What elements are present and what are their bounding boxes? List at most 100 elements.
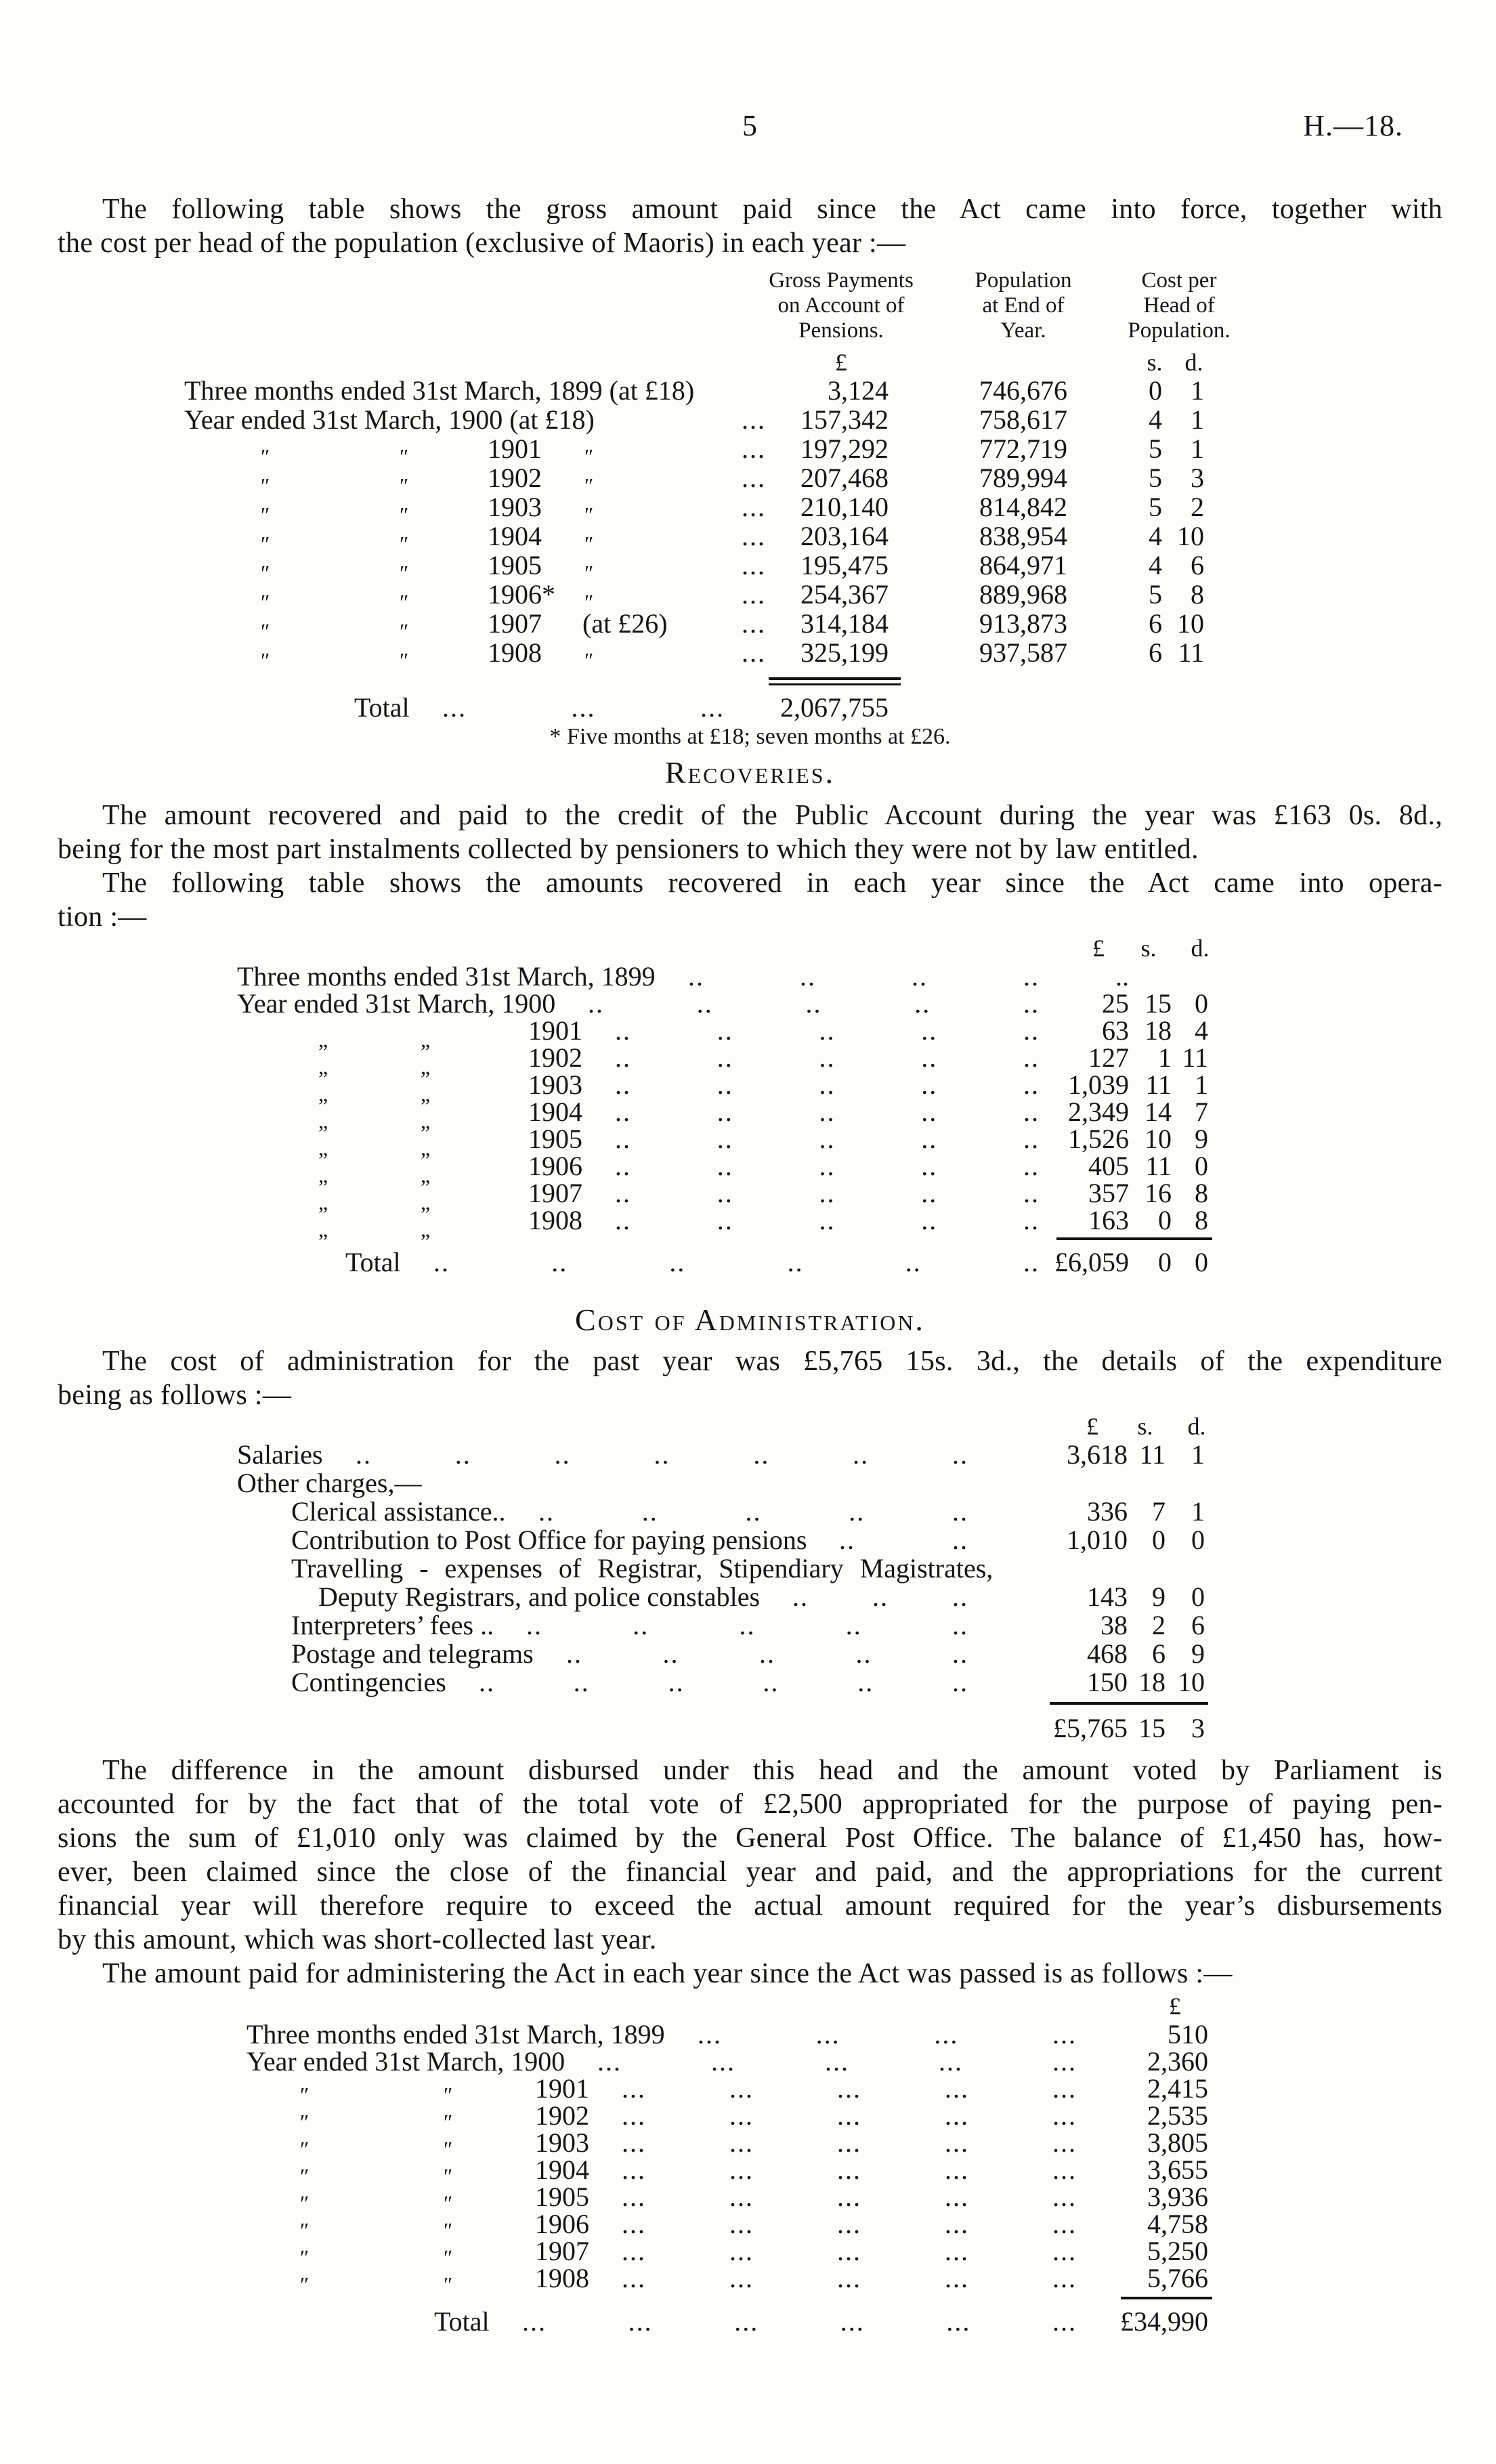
ditto-mark: „ xyxy=(421,1109,431,1133)
pence-value: 1 xyxy=(1191,1496,1205,1527)
shillings-value: 5 xyxy=(1149,492,1162,522)
pound-symbol: £ xyxy=(1086,1413,1098,1440)
shillings-value: 0 xyxy=(1158,1205,1172,1235)
header-line: Pensions. xyxy=(798,318,884,343)
dot-leader: .............. xyxy=(356,1441,968,1469)
pence-value: 1 xyxy=(1191,375,1204,406)
payments-table-header: Gross Payments on Account of Pensions. P… xyxy=(58,268,1442,348)
total-label: Total xyxy=(345,1247,401,1277)
yearly-administration-table: £ Three months ended 31st March, 1899...… xyxy=(58,1992,1442,2337)
payments-value: 207,468 xyxy=(800,463,889,493)
amount-value: 5,766 xyxy=(1147,2263,1208,2293)
row-year: 1903 xyxy=(488,492,542,522)
dot-leader: ............... xyxy=(622,2210,1077,2238)
ditto-mark: ″ xyxy=(261,444,270,469)
paragraph-line: sions the sum of £1,010 only was claimed… xyxy=(58,1823,1442,1854)
row-label: Travelling - expenses of Registrar, Stip… xyxy=(291,1553,993,1584)
paragraph-line: accounted for by the fact that of the to… xyxy=(58,1789,1442,1820)
ditto-mark: ″ xyxy=(584,503,594,527)
table-row: ″ ″ 1905............... 3,936 xyxy=(58,2182,1442,2215)
table-row: Three months ended 31st March, 1899.....… xyxy=(58,961,1442,991)
population-value: 838,954 xyxy=(979,521,1067,551)
pence-value: 9 xyxy=(1195,1124,1208,1154)
table-row: „ „ 1904.......... 2,349 14 7 xyxy=(58,1097,1442,1132)
ditto-mark: „ xyxy=(318,1055,328,1079)
shillings-value: 18 xyxy=(1145,1015,1172,1046)
pence-value: 0 xyxy=(1191,1581,1205,1612)
recoveries-total-row: Total............ £6,059 0 0 xyxy=(58,1247,1442,1277)
table-row: Total......... 2,067,755 xyxy=(58,692,1442,722)
pence-value: 8 xyxy=(1195,1205,1208,1235)
paragraph-line: The difference in the amount disbursed u… xyxy=(102,1755,1442,1786)
column-header-population: Population at End of Year. xyxy=(945,268,1101,343)
dot-leader: ... xyxy=(742,433,766,464)
shillings-value: 11 xyxy=(1139,1439,1166,1470)
pence-value: 1 xyxy=(1191,1439,1205,1470)
table-row: ″ ″ 1907............... 5,250 xyxy=(58,2236,1442,2269)
dot-leader: ............... xyxy=(622,2156,1077,2184)
shillings-value: 6 xyxy=(1149,608,1162,639)
ditto-mark: „ xyxy=(421,1190,431,1214)
expenditure-unit-row: £ s. d. xyxy=(58,1412,1442,1440)
pence-value: 0 xyxy=(1191,1525,1205,1555)
pence-value: 9 xyxy=(1191,1638,1205,1669)
payments-value: 203,164 xyxy=(800,521,889,551)
expenditure-rows: Salaries.............. 3,618 11 1 Other char… xyxy=(58,1439,1442,1697)
total-value: £34,990 xyxy=(1120,2306,1208,2337)
row-label: Other charges,— xyxy=(237,1468,422,1498)
ditto-mark: „ xyxy=(421,1217,431,1241)
payments-value: 254,367 xyxy=(800,579,889,610)
table-row: Year ended 31st March, 1900.............… xyxy=(58,2046,1442,2076)
administration-paragraph-3: The amount paid for administering the Ac… xyxy=(102,1958,1233,1989)
row-year: 1904 xyxy=(488,521,542,551)
expenditure-total-row: £5,765 15 3 xyxy=(58,1713,1442,1743)
table-row: Travelling - expenses of Registrar, Stip… xyxy=(58,1553,1442,1584)
row-year: 1901 xyxy=(535,2073,589,2104)
dot-leader: ............ xyxy=(433,1248,1040,1277)
total-pound-value: £6,059 xyxy=(1054,1247,1129,1277)
pence-value: 10 xyxy=(1177,521,1204,551)
ditto-mark: ″ xyxy=(300,2191,309,2215)
table-row: Clerical assistance............ 336 7 1 xyxy=(58,1496,1442,1527)
shillings-value: 4 xyxy=(1149,404,1162,435)
pound-value: 1,010 xyxy=(1067,1525,1128,1555)
payments-value: 325,199 xyxy=(800,637,889,668)
shillings-value: 0 xyxy=(1152,1525,1166,1555)
table-row: „ „ 1908.......... 163 0 8 xyxy=(58,1205,1442,1241)
pence-value: 1 xyxy=(1191,404,1204,435)
row-label: Contingencies xyxy=(291,1667,446,1697)
page-number: 5 xyxy=(742,109,757,142)
pound-symbol: £ xyxy=(835,349,847,376)
table-row: ″ ″ 1905 ″... 195,475 864,971 4 6 xyxy=(58,550,1442,585)
table-row: Total............ £6,059 0 0 xyxy=(58,1247,1442,1277)
recoveries-table: £ s. d. Three months ended 31st March, 1… xyxy=(58,934,1442,1277)
table-row: Year ended 31st March, 1900.......... 25 1… xyxy=(58,988,1442,1018)
pound-value: 1,526 xyxy=(1068,1124,1129,1154)
shillings-value: 6 xyxy=(1152,1638,1166,1669)
total-shillings-value: 15 xyxy=(1138,1713,1166,1743)
payments-total-row: Total......... 2,067,755 xyxy=(58,692,1442,722)
row-year: 1901 xyxy=(488,433,542,464)
payments-rows: Three months ended 31st March, 1899 (at … xyxy=(58,375,1442,672)
table-row: Salaries.............. 3,618 11 1 xyxy=(58,1439,1442,1470)
ditto-mark: ″ xyxy=(444,2137,453,2161)
pence-label: d. xyxy=(1187,1413,1206,1440)
paragraph-line: the cost per head of the population (exc… xyxy=(58,228,906,259)
administration-paragraph-1: The cost of administration for the past … xyxy=(58,1344,1442,1412)
ditto-mark: ″ xyxy=(584,444,594,469)
population-value: 814,842 xyxy=(979,492,1067,522)
row-year: 1907 xyxy=(535,2236,589,2266)
shillings-value: 4 xyxy=(1149,550,1162,580)
paragraph-line: tion :— xyxy=(58,901,147,933)
row-year: 1908 xyxy=(488,637,542,668)
table-row: ″ ″ 1903 ″... 210,140 814,842 5 2 xyxy=(58,492,1442,526)
population-value: 913,873 xyxy=(979,608,1067,639)
row-year: 1906 xyxy=(528,1151,582,1181)
table-row: ″ ″ 1908............... 5,766 xyxy=(58,2263,1442,2296)
table-row: Three months ended 31st March, 1899.....… xyxy=(58,2019,1442,2049)
ditto-mark: ″ xyxy=(300,2110,309,2134)
row-suffix: (at £26) xyxy=(582,608,668,639)
amount-value: 2,415 xyxy=(1147,2073,1208,2104)
column-header-cost-per-head: Cost per Head of Population. xyxy=(1101,268,1257,343)
